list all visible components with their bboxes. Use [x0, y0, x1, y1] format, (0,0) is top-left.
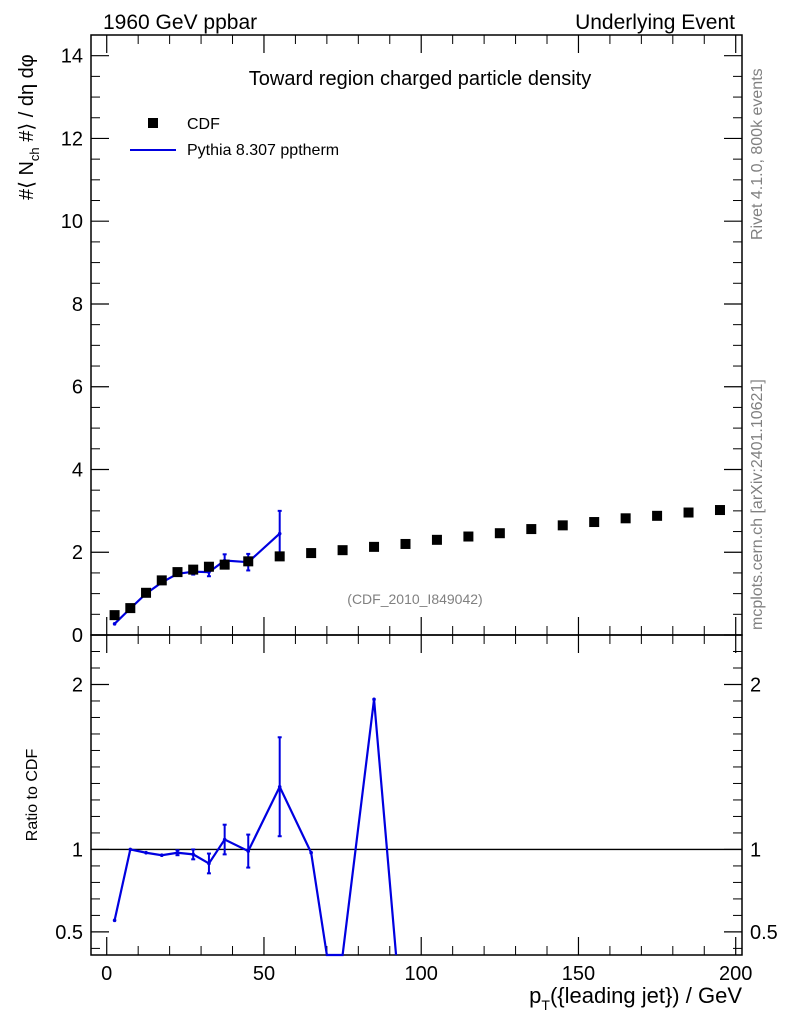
cdf-data-point	[125, 603, 136, 614]
main-y-tick-label: 2	[72, 542, 83, 564]
cdf-data-point	[306, 548, 317, 559]
header-energy-label: 1960 GeV ppbar	[103, 11, 257, 34]
main-y-tick-label: 14	[61, 46, 83, 68]
legend-cdf-marker	[148, 118, 158, 128]
ratio-point	[222, 837, 227, 842]
ratio-y-tick-label-right: 1	[750, 839, 761, 861]
main-y-axis-label: #⟨ Nch #⟩ / dη dφ	[16, 54, 42, 200]
cdf-data-point	[714, 505, 725, 516]
header-process-label: Underlying Event	[575, 11, 735, 34]
main-axis-ticks: 0 2 4 6 8 10 12 14	[61, 34, 742, 647]
cdf-data-point	[219, 559, 230, 570]
main-title: Toward region charged particle density	[249, 68, 591, 90]
rivet-version-label: Rivet 4.1.0, 800k events	[749, 68, 766, 240]
analysis-tag: (CDF_2010_I849042)	[347, 591, 482, 607]
ratio-point	[372, 697, 376, 702]
ratio-point	[175, 850, 180, 855]
ratio-point	[128, 847, 133, 852]
main-y-tick-label: 6	[72, 377, 83, 399]
main-y-tick-label: 4	[72, 459, 83, 481]
cdf-data-point	[156, 575, 167, 586]
cdf-data-point	[188, 564, 199, 575]
ratio-point	[191, 852, 196, 857]
x-tick-label: 0	[101, 963, 112, 985]
ratio-point	[309, 850, 313, 855]
main-y-tick-label: 8	[72, 294, 83, 316]
cdf-data-point	[243, 556, 254, 567]
cdf-data-point	[369, 541, 380, 552]
cdf-data-point	[652, 510, 663, 521]
x-tick-label: 50	[253, 963, 275, 985]
cdf-data-point	[203, 561, 214, 572]
cdf-data-point	[400, 538, 411, 549]
ratio-series-line	[113, 699, 398, 957]
main-data-layer	[109, 505, 725, 626]
ratio-point	[159, 853, 164, 858]
x-tick-label: 200	[719, 963, 752, 985]
cdf-data-point	[620, 513, 631, 524]
ratio-y-tick-label-left: 1	[72, 839, 83, 861]
cdf-data-point	[109, 610, 120, 621]
cdf-data-point	[526, 524, 537, 535]
x-axis-label: pT({leading jet}) / GeV	[529, 983, 742, 1013]
pythia-point	[277, 531, 282, 536]
ratio-point	[207, 861, 211, 866]
main-y-tick-label: 10	[61, 211, 83, 233]
x-tick-label: 150	[562, 963, 595, 985]
legend: CDF Pythia 8.307 pptherm	[130, 116, 339, 159]
ratio-y-tick-label-right: 0.5	[750, 922, 778, 944]
cdf-data-point	[557, 520, 568, 531]
cdf-data-point	[431, 534, 442, 545]
legend-pythia-label: Pythia 8.307 pptherm	[187, 142, 339, 159]
cdf-data-point	[589, 517, 600, 528]
ratio-plot-frame	[90, 634, 743, 956]
main-y-tick-label: 12	[61, 128, 83, 150]
cdf-data-point	[494, 528, 505, 539]
cdf-data-point	[172, 567, 183, 578]
main-y-tick-label: 0	[72, 625, 83, 647]
cdf-data-point	[337, 545, 348, 556]
x-tick-label: 100	[405, 963, 438, 985]
cdf-data-point	[463, 531, 474, 542]
ratio-y-tick-label-left: 2	[72, 674, 83, 696]
ratio-panel: 0 50 100 150 200 0.5 0.5 1 1 2 2 Ratio to CDF	[24, 634, 778, 985]
ratio-y-axis-label: Ratio to CDF	[24, 749, 41, 842]
pythia-series-line	[113, 532, 281, 625]
ratio-point	[277, 784, 282, 789]
cdf-data-point	[141, 587, 152, 598]
pythia-point	[112, 622, 117, 626]
ratio-y-tick-label-left: 0.5	[55, 922, 83, 944]
cdf-data-point	[274, 551, 285, 562]
legend-cdf-label: CDF	[187, 116, 220, 133]
ratio-point	[144, 850, 148, 855]
ratio-y-tick-label-right: 2	[750, 674, 761, 696]
cdf-data-point	[683, 507, 694, 518]
main-panel: 0 2 4 6 8 10 12 14 Toward region charged partic…	[16, 34, 743, 647]
ratio-axis-ticks: 0 50 100 150 200 0.5 0.5 1 1 2 2	[55, 635, 778, 985]
ratio-data-layer	[91, 697, 742, 957]
mcplots-label: mcplots.cern.ch [arXiv:2401.10621]	[749, 379, 766, 630]
ratio-point	[246, 849, 251, 853]
ratio-point	[112, 918, 117, 923]
